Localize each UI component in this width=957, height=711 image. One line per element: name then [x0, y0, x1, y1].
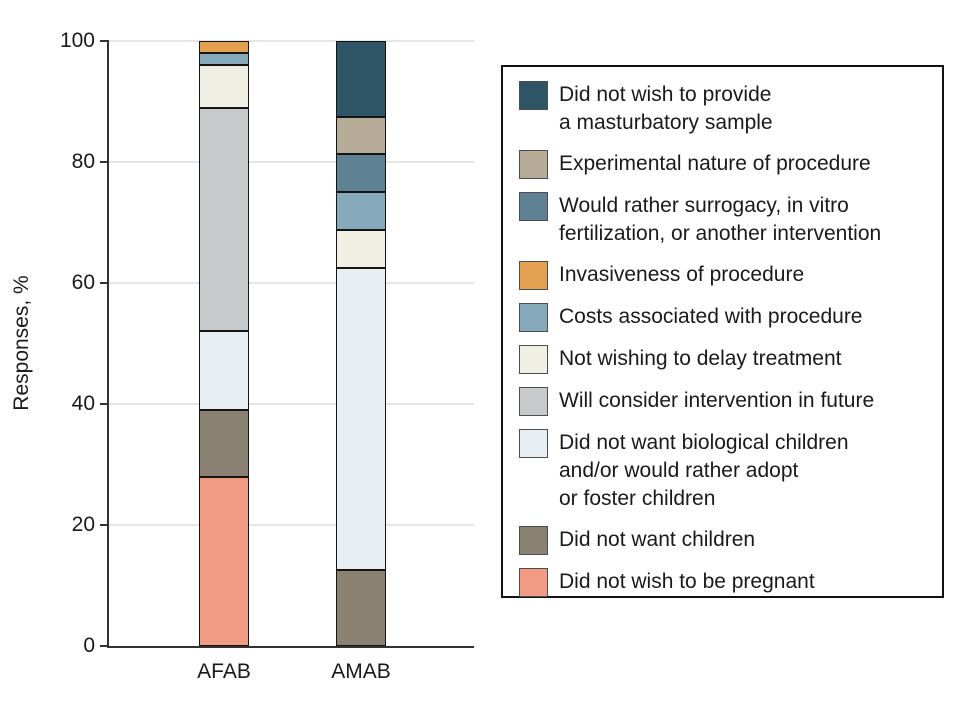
legend-swatch [519, 387, 548, 416]
gridline-20 [109, 524, 474, 526]
legend-label: Experimental nature of procedure [559, 152, 871, 175]
legend-item: Invasiveness of procedure [519, 261, 932, 290]
legend-item: Costs associated with procedure [519, 303, 932, 332]
bar-segment [336, 154, 386, 192]
legend-item: Did not wish to provide a masturbatory s… [519, 81, 932, 137]
y-tick-0 [100, 645, 109, 647]
legend-swatch [519, 526, 548, 555]
y-tick-100 [100, 40, 109, 42]
bar-segment [336, 117, 386, 154]
legend-label: Would rather surrogacy, in vitro fertili… [559, 194, 882, 245]
x-tick-label-amab: AMAB [331, 660, 391, 683]
legend-swatch [519, 81, 548, 110]
legend-item: Did not want children [519, 526, 932, 555]
legend-item: Did not wish to be pregnant [519, 568, 932, 597]
gridline-40 [109, 403, 474, 405]
legend-swatch [519, 345, 548, 374]
legend-item: Experimental nature of procedure [519, 150, 932, 179]
legend-swatch [519, 261, 548, 290]
bar-segment [336, 268, 386, 570]
y-axis-title: Responses, % [10, 275, 33, 411]
legend-label: Did not wish to be pregnant [559, 570, 815, 593]
bar-segment [336, 192, 386, 230]
bar-segment [199, 65, 249, 108]
y-tick-40 [100, 403, 109, 405]
bar-segment [199, 477, 249, 646]
legend-item: Will consider intervention in future [519, 387, 932, 416]
legend-label: Costs associated with procedure [559, 305, 863, 328]
legend-label: Not wishing to delay treatment [559, 347, 842, 370]
gridline-100 [109, 40, 474, 42]
bar-amab [336, 41, 386, 646]
y-tick-label: 0 [83, 634, 95, 657]
legend-swatch [519, 303, 548, 332]
legend-label: Did not want children [559, 528, 756, 551]
bar-afab [199, 41, 249, 646]
legend-label: Did not want biological children and/or … [559, 431, 849, 510]
gridline-80 [109, 161, 474, 163]
legend-swatch [519, 429, 548, 458]
legend: Did not wish to provide a masturbatory s… [501, 65, 944, 598]
legend-label: Invasiveness of procedure [559, 263, 805, 286]
y-tick-60 [100, 282, 109, 284]
legend-item: Not wishing to delay treatment [519, 345, 932, 374]
bar-segment [199, 53, 249, 65]
y-tick-20 [100, 524, 109, 526]
bar-segment [199, 331, 249, 410]
y-tick-label: 20 [71, 513, 95, 536]
x-tick-label-afab: AFAB [197, 660, 251, 683]
y-tick-label: 80 [71, 150, 95, 173]
y-tick-label: 40 [71, 392, 95, 415]
y-tick-label: 100 [59, 29, 95, 52]
bar-segment [336, 41, 386, 117]
gridline-60 [109, 282, 474, 284]
bar-segment [199, 108, 249, 331]
y-tick-label: 60 [71, 271, 95, 294]
legend-item: Did not want biological children and/or … [519, 429, 932, 513]
legend-swatch [519, 150, 548, 179]
bar-segment [336, 570, 386, 646]
bar-segment [199, 41, 249, 53]
legend-label: Did not wish to provide a masturbatory s… [559, 83, 773, 134]
plot-area: 0 20 40 60 80 100 AFAB AMAB [60, 29, 474, 683]
legend-item: Would rather surrogacy, in vitro fertili… [519, 192, 932, 248]
legend-swatch [519, 192, 548, 221]
legend-swatch [519, 568, 548, 597]
legend-label: Will consider intervention in future [559, 389, 875, 412]
bar-segment [336, 230, 386, 268]
bar-segment [199, 410, 249, 477]
y-tick-80 [100, 161, 109, 163]
